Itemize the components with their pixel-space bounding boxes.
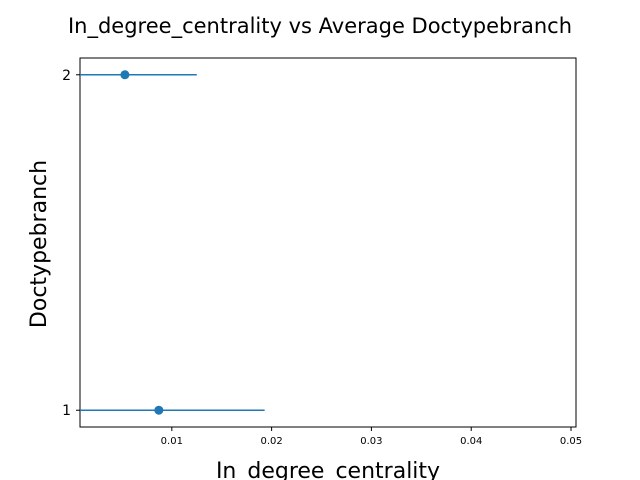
chart-title: In_degree_centrality vs Average Doctypeb…	[68, 14, 572, 39]
x-axis: 0.01 0.02 0.03 0.04 0.05	[161, 427, 582, 447]
y-axis: 12	[62, 68, 80, 419]
x-tick-label: 0.02	[260, 436, 282, 447]
x-axis-label: In_degree_centrality	[216, 459, 440, 480]
y-axis-label: Doctypebranch	[27, 160, 52, 328]
x-tick-label: 0.05	[560, 436, 582, 447]
y-tick-label: 2	[62, 68, 71, 84]
data-marks	[80, 70, 265, 415]
data-point	[120, 70, 130, 80]
data-point	[154, 405, 164, 415]
x-tick-label: 0.03	[360, 436, 382, 447]
x-tick-label: 0.04	[460, 436, 482, 447]
plot-area	[79, 57, 577, 428]
x-tick-label: 0.01	[161, 436, 183, 447]
y-tick-label: 1	[62, 403, 71, 419]
